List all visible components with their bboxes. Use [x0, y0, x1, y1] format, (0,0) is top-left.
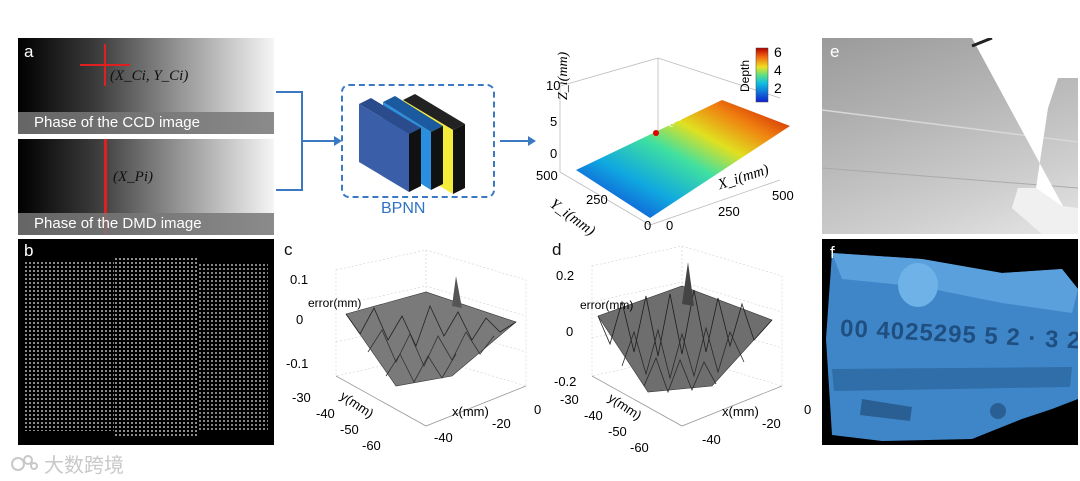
plane-z-tick-0: 10 — [546, 78, 561, 93]
d-z-tick-2: -0.2 — [554, 374, 577, 389]
d-y-tick-1: -40 — [584, 408, 603, 423]
d-z-label: error(mm) — [580, 298, 634, 312]
panel-letter-d: d — [552, 240, 562, 259]
flow-arrows — [276, 91, 536, 191]
plane-x-tick-2: 500 — [772, 188, 794, 203]
bpnn-network-box — [341, 84, 495, 198]
ccd-crosshair-horizontal — [80, 64, 130, 66]
panel-letter-c: c — [284, 240, 293, 259]
c-y-tick-2: -50 — [340, 422, 359, 437]
colorbar-tick-1: 4 — [774, 62, 782, 78]
dmd-caption: Phase of the DMD image — [18, 213, 274, 235]
point-cloud-image: b — [18, 239, 274, 445]
plane-y-tick-1: 250 — [586, 192, 608, 207]
point-cloud-region-3 — [198, 263, 268, 431]
plane-y-tick-0: 500 — [536, 168, 558, 183]
c-z-label: error(mm) — [308, 296, 362, 310]
c-y-tick-1: -40 — [316, 406, 335, 421]
d-x-tick-2: 0 — [804, 402, 812, 417]
panel-letter-f: f — [830, 243, 835, 262]
colorbar-tick-2: 2 — [774, 80, 782, 96]
c-z-tick-0: 0.1 — [290, 272, 309, 287]
reconstruction-render-image: 00 4025295 5 2 · 3 2 f — [822, 239, 1078, 445]
ccd-phase-image: a (X_Ci, Y_Ci) Phase of the CCD image — [18, 38, 274, 134]
d-y-tick-2: -50 — [608, 424, 627, 439]
ccd-caption: Phase of the CCD image — [18, 112, 274, 134]
c-z-tick-1: 0 — [296, 312, 304, 327]
bpnn-label: BPNN — [381, 200, 426, 217]
plane-y-tick-2: 0 — [644, 218, 652, 233]
ccd-coordinate-label: (X_Ci, Y_Ci) — [110, 68, 189, 84]
error-surface-c — [335, 249, 527, 427]
d-x-tick-0: -40 — [702, 432, 721, 447]
d-z-tick-0: 0.2 — [556, 268, 575, 283]
watermark-logo-icon — [11, 454, 38, 471]
c-y-tick-3: -60 — [362, 438, 381, 453]
d-x-tick-1: -20 — [762, 416, 781, 431]
plane-x-tick-0: 0 — [666, 218, 674, 233]
depth-plane-plot — [559, 47, 790, 226]
c-x-tick-1: -20 — [492, 416, 511, 431]
panel-letter-a: a — [24, 42, 34, 61]
plane-z-tick-2: 0 — [550, 146, 558, 161]
c-x-tick-2: 0 — [534, 402, 542, 417]
d-x-label: x(mm) — [722, 404, 759, 419]
d-y-tick-0: -30 — [560, 392, 579, 407]
d-y-tick-3: -60 — [630, 440, 649, 455]
watermark-text: 大数跨境 — [44, 453, 124, 477]
plane-z-tick-1: 5 — [550, 114, 558, 129]
depth-map-image: e — [822, 38, 1078, 234]
panel-letter-b: b — [24, 241, 34, 260]
panel-letter-e: e — [830, 42, 840, 61]
sample-point-marker — [653, 130, 659, 136]
plane-x-tick-1: 250 — [718, 204, 740, 219]
c-x-label: x(mm) — [452, 404, 489, 419]
watermark: 大数跨境 — [10, 449, 124, 478]
c-z-tick-2: -0.1 — [286, 356, 309, 371]
colorbar-title: Depth — [738, 59, 752, 92]
c-x-tick-0: -40 — [434, 430, 453, 445]
dmd-coordinate-label: (X_Pi) — [113, 169, 153, 185]
colorbar-tick-0: 6 — [774, 44, 782, 60]
dmd-marker-line — [104, 139, 107, 235]
point-cloud-region-2 — [114, 257, 198, 437]
c-y-tick-0: -30 — [292, 390, 311, 405]
bpnn-layers-icon — [359, 94, 465, 194]
dmd-phase-image: (X_Pi) Phase of the DMD image — [18, 139, 274, 235]
point-cloud-region-1 — [24, 261, 114, 431]
error-surface-d — [591, 245, 783, 427]
d-z-tick-1: 0 — [566, 324, 574, 339]
